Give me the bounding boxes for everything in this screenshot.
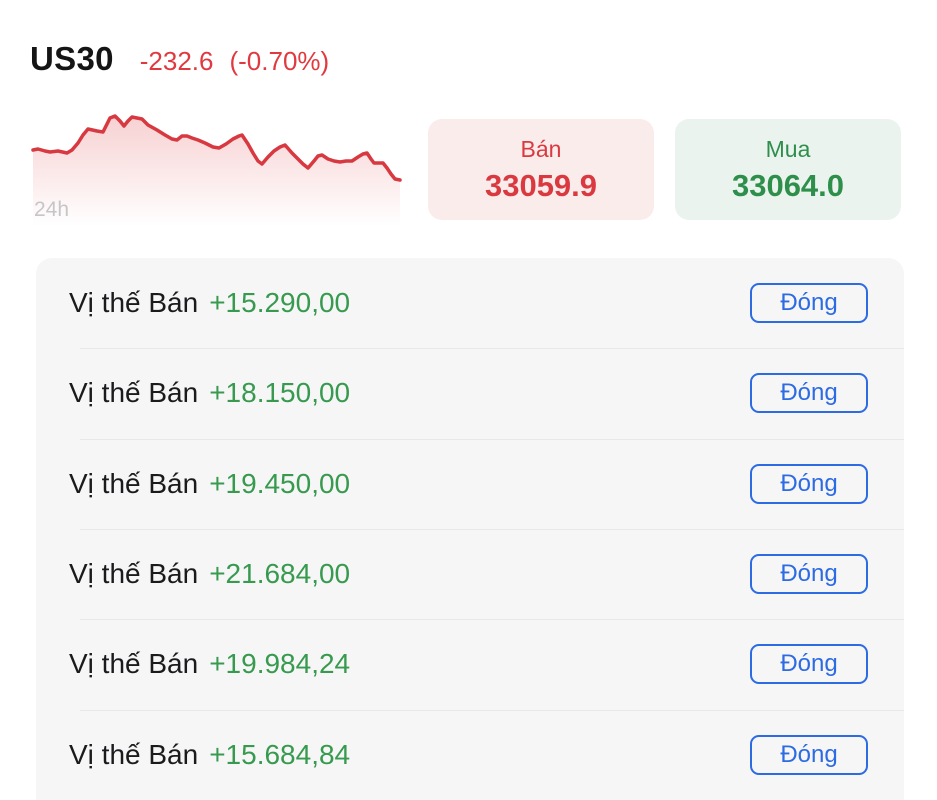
chart-range-label: 24h <box>34 198 70 221</box>
buy-label: Mua <box>765 135 811 162</box>
position-row: Vị thế Bán +18.150,00 Đóng <box>36 348 904 438</box>
position-pnl: +15.684,84 <box>209 738 351 770</box>
position-row: Vị thế Bán +15.684,84 Đóng <box>36 709 904 800</box>
position-pnl: +19.984,24 <box>209 648 351 680</box>
sell-price: 33059.9 <box>484 167 598 203</box>
position-row: Vị thế Bán +19.984,24 Đóng <box>36 619 904 709</box>
positions-list: Vị thế Bán +15.290,00 Đóng Vị thế Bán +1… <box>36 258 904 800</box>
close-position-button[interactable]: Đóng <box>750 644 868 685</box>
position-label: Vị thế Bán <box>69 467 199 499</box>
position-label: Vị thế Bán <box>69 287 199 319</box>
position-pnl: +21.684,00 <box>209 558 351 590</box>
position-pnl: +18.150,00 <box>209 377 351 409</box>
close-position-button[interactable]: Đóng <box>750 463 868 504</box>
close-position-button[interactable]: Đóng <box>750 373 868 414</box>
close-position-button[interactable]: Đóng <box>750 734 868 775</box>
position-row: Vị thế Bán +19.450,00 Đóng <box>36 438 904 529</box>
position-label: Vị thế Bán <box>69 648 199 680</box>
position-pnl: +19.450,00 <box>209 467 351 499</box>
price-sparkline-chart: 24h <box>31 108 402 226</box>
sparkline-area <box>33 116 400 226</box>
sell-label: Bán <box>520 135 562 162</box>
price-change-percent: (-0.70%) <box>229 46 330 76</box>
sparkline-svg <box>31 114 402 226</box>
buy-price: 33064.0 <box>731 167 845 203</box>
instrument-header: US30 -232.6 (-0.70%) <box>30 40 329 78</box>
buy-quote-button[interactable]: Mua 33064.0 <box>675 119 901 220</box>
price-change: -232.6 <box>139 46 214 76</box>
position-label: Vị thế Bán <box>69 377 199 409</box>
sparkline-line <box>31 114 402 182</box>
position-pnl: +15.290,00 <box>209 287 351 319</box>
position-label: Vị thế Bán <box>69 558 199 590</box>
position-row: Vị thế Bán +15.290,00 Đóng <box>36 258 904 348</box>
instrument-symbol: US30 <box>30 40 114 77</box>
sell-quote-button[interactable]: Bán 33059.9 <box>428 119 654 220</box>
close-position-button[interactable]: Đóng <box>750 283 868 324</box>
position-label: Vị thế Bán <box>69 738 199 770</box>
close-position-button[interactable]: Đóng <box>750 554 868 595</box>
position-row: Vị thế Bán +21.684,00 Đóng <box>36 528 904 619</box>
